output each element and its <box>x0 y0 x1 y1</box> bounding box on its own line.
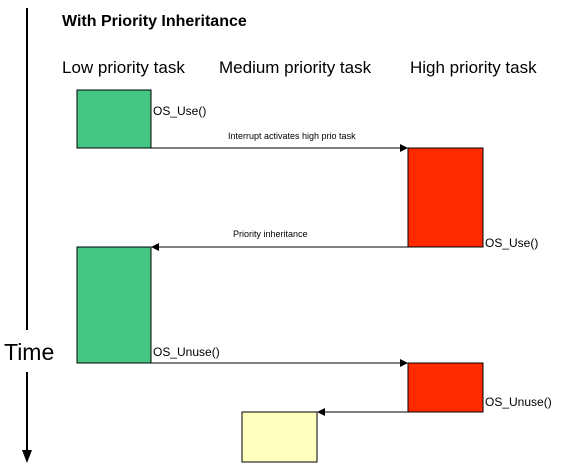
time-axis-arrowhead <box>22 450 32 463</box>
call-label-low-unuse: OS_Unuse() <box>153 345 220 359</box>
note-interrupt: Interrupt activates high prio task <box>228 131 356 141</box>
column-header-high: High priority task <box>410 58 537 77</box>
call-label-high-unuse: OS_Unuse() <box>485 395 552 409</box>
call-label-high-use: OS_Use() <box>485 236 539 250</box>
time-axis-label: Time <box>4 339 55 365</box>
column-header-low: Low priority task <box>62 58 185 77</box>
diagram-title: With Priority Inheritance <box>62 13 247 30</box>
high-task-block-2 <box>407 362 484 413</box>
medium-task-block <box>241 411 318 463</box>
call-label-low-use: OS_Use() <box>153 104 207 118</box>
note-priority-inheritance: Priority inheritance <box>233 229 308 239</box>
low-task-block-1 <box>76 89 152 149</box>
low-task-block-2 <box>76 246 152 364</box>
high-task-block-1 <box>407 147 484 248</box>
column-header-medium: Medium priority task <box>219 58 372 77</box>
